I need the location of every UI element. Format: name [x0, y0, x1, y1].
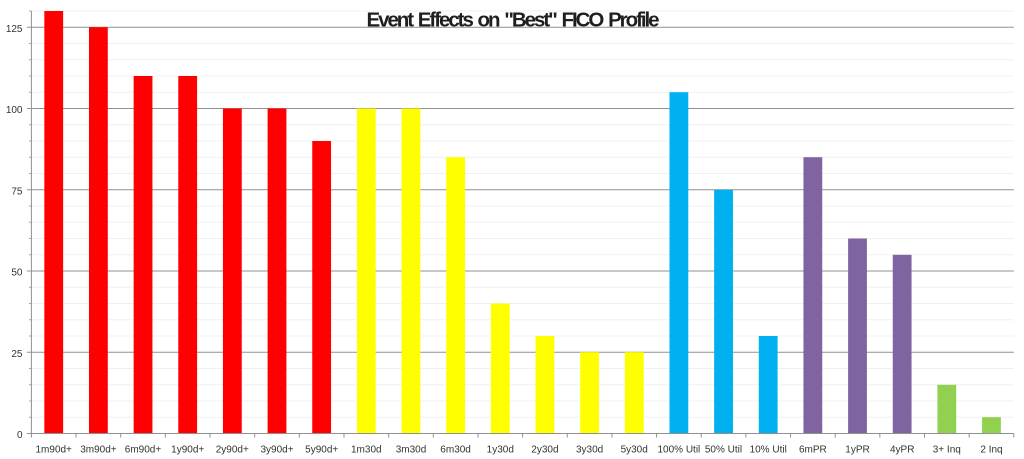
svg-text:100% Util: 100% Util	[657, 444, 700, 455]
svg-text:3y30d: 3y30d	[576, 444, 603, 455]
svg-text:5y90d+: 5y90d+	[305, 444, 338, 455]
svg-text:6mPR: 6mPR	[799, 444, 827, 455]
svg-text:50: 50	[11, 268, 23, 279]
svg-text:25: 25	[11, 349, 23, 360]
svg-text:6m90d+: 6m90d+	[125, 444, 162, 455]
svg-text:5y30d: 5y30d	[621, 444, 648, 455]
svg-text:125: 125	[6, 24, 23, 35]
svg-text:1m30d: 1m30d	[351, 444, 382, 455]
svg-text:1m90d+: 1m90d+	[35, 444, 72, 455]
svg-text:3y90d+: 3y90d+	[260, 444, 293, 455]
svg-text:1yPR: 1yPR	[845, 444, 869, 455]
svg-text:6m30d: 6m30d	[440, 444, 471, 455]
svg-text:3+ Inq: 3+ Inq	[933, 444, 961, 455]
svg-text:2y90d+: 2y90d+	[216, 444, 249, 455]
svg-text:2y30d: 2y30d	[531, 444, 558, 455]
svg-text:4yPR: 4yPR	[890, 444, 914, 455]
svg-text:100: 100	[6, 105, 23, 116]
svg-text:Event Effects on "Best" FICO P: Event Effects on "Best" FICO Profile	[366, 8, 659, 31]
svg-text:3m30d: 3m30d	[396, 444, 427, 455]
svg-text:1y30d: 1y30d	[487, 444, 514, 455]
svg-text:75: 75	[11, 186, 23, 197]
svg-text:10% Util: 10% Util	[750, 444, 787, 455]
svg-text:1y90d+: 1y90d+	[171, 444, 204, 455]
svg-text:0: 0	[17, 430, 23, 441]
svg-text:2 Inq: 2 Inq	[980, 444, 1002, 455]
svg-text:50% Util: 50% Util	[705, 444, 742, 455]
svg-text:3m90d+: 3m90d+	[80, 444, 117, 455]
